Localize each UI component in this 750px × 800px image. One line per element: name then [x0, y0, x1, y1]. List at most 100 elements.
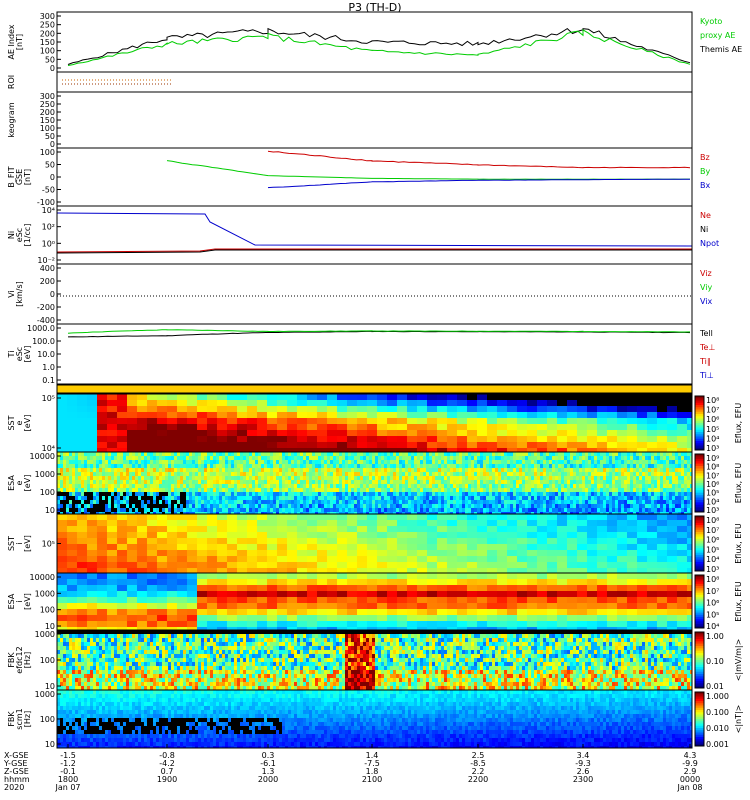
spectrogram-cell: [678, 496, 682, 501]
spectrogram-cell: [402, 460, 406, 465]
spectrogram-cell: [291, 508, 295, 513]
spectrogram-cell: [231, 460, 235, 465]
spectrogram-cell: [414, 488, 418, 493]
spectrogram-cell: [294, 492, 298, 497]
spectrogram-cell: [397, 418, 408, 425]
spectrogram-cell: [498, 504, 502, 509]
spectrogram-cell: [577, 442, 588, 449]
spectrogram-cell: [657, 464, 661, 469]
spectrogram-cell: [247, 568, 258, 574]
spectrogram-cell: [312, 484, 316, 489]
spectrogram-cell: [567, 456, 571, 461]
spectrogram-cell: [648, 500, 652, 505]
spectrogram-cell: [177, 504, 181, 509]
spectrogram-cell: [636, 508, 640, 513]
spectrogram-cell: [243, 456, 247, 461]
spectrogram-cell: [393, 452, 397, 457]
spectrogram-cell: [372, 492, 376, 497]
spectrogram-cell: [557, 520, 568, 527]
spectrogram-cell: [657, 436, 668, 443]
spectrogram-cell: [213, 508, 217, 513]
spectrogram-cell: [189, 504, 193, 509]
colorbar-swatch: [695, 438, 704, 442]
spectrogram-cell: [540, 468, 544, 473]
spectrogram-cell: [138, 456, 142, 461]
spectrogram-cell: [393, 500, 397, 505]
spectrogram-cell: [348, 512, 352, 515]
spectrogram-cell: [255, 472, 259, 477]
spectrogram-cell: [337, 562, 348, 569]
spectrogram-cell: [405, 488, 409, 493]
spectrogram-cell: [657, 460, 661, 465]
spectrogram-cell: [397, 394, 408, 401]
spectrogram-cell: [637, 556, 648, 563]
spectrogram-cell: [543, 464, 547, 469]
spectrogram-cell: [114, 504, 118, 509]
spectrogram-cell: [285, 472, 289, 477]
spectrogram-cell: [132, 480, 136, 485]
spectrogram-cell: [237, 538, 248, 545]
spectrogram-cell: [407, 532, 418, 539]
spectrogram-cell: [225, 464, 229, 469]
spectrogram-cell: [627, 394, 638, 401]
spectrogram-cell: [180, 452, 184, 457]
spectrogram-cell: [381, 452, 385, 457]
spectrogram-cell: [667, 436, 678, 443]
spectrogram-cell: [624, 488, 628, 493]
spectrogram-cell: [60, 472, 64, 477]
spectrogram-cell: [615, 492, 619, 497]
spectrogram-cell: [597, 538, 608, 545]
spectrogram-cell: [77, 609, 88, 616]
spectrogram-cell: [657, 520, 668, 527]
spectrogram-cell: [615, 484, 619, 489]
spectrogram-cell: [75, 464, 79, 469]
spectrogram-cell: [501, 460, 505, 465]
spectrogram-cell: [489, 472, 493, 477]
spectrogram-cell: [663, 464, 667, 469]
spectrogram-cell: [396, 460, 400, 465]
spectrogram-cell: [459, 480, 463, 485]
spectrogram-cell: [600, 492, 604, 497]
spectrogram-cell: [297, 504, 301, 509]
spectrogram-cell: [384, 504, 388, 509]
spectrogram-cell: [369, 496, 373, 501]
spectrogram-cell: [384, 472, 388, 477]
spectrogram-cell: [363, 476, 367, 481]
spectrogram-cell: [117, 520, 128, 527]
spectrogram-cell: [132, 476, 136, 481]
spectrogram-cell: [405, 480, 409, 485]
spectrogram-cell: [474, 468, 478, 473]
spectrogram-cell: [582, 472, 586, 477]
spectrogram-cell: [137, 424, 148, 431]
spectrogram-cell: [467, 544, 478, 551]
spectrogram-cell: [228, 472, 232, 477]
series-line-kyoto-proxy-ae: [67, 29, 691, 66]
spectrogram-cell: [297, 460, 301, 465]
spectrogram-cell: [330, 460, 334, 465]
spectrogram-cell: [657, 448, 668, 453]
spectrogram-cell: [327, 430, 338, 437]
spectrogram-cell: [252, 452, 256, 457]
spectrogram-cell: [307, 514, 318, 521]
spectrogram-cell: [367, 556, 378, 563]
spectrogram-cell: [159, 484, 163, 489]
spectrogram-cell: [381, 512, 385, 515]
spectrogram-cell: [558, 488, 562, 493]
spectrogram-cell: [228, 492, 232, 497]
spectrogram-cell: [666, 496, 670, 501]
spectrogram-cell: [606, 492, 610, 497]
spectrogram-cell: [279, 484, 283, 489]
spectrogram-cell: [427, 418, 438, 425]
spectrogram-cell: [390, 452, 394, 457]
spectrogram-cell: [492, 484, 496, 489]
spectrogram-cell: [474, 452, 478, 457]
spectrogram-cell: [522, 504, 526, 509]
spectrogram-cell: [687, 504, 691, 509]
spectrogram-cell: [498, 480, 502, 485]
spectrogram-cell: [487, 442, 498, 449]
spectrogram-cell: [684, 496, 688, 501]
spectrogram-cell: [77, 585, 88, 592]
spectrogram-cell: [567, 500, 571, 505]
spectrogram-cell: [336, 492, 340, 497]
spectrogram-cell: [378, 492, 382, 497]
